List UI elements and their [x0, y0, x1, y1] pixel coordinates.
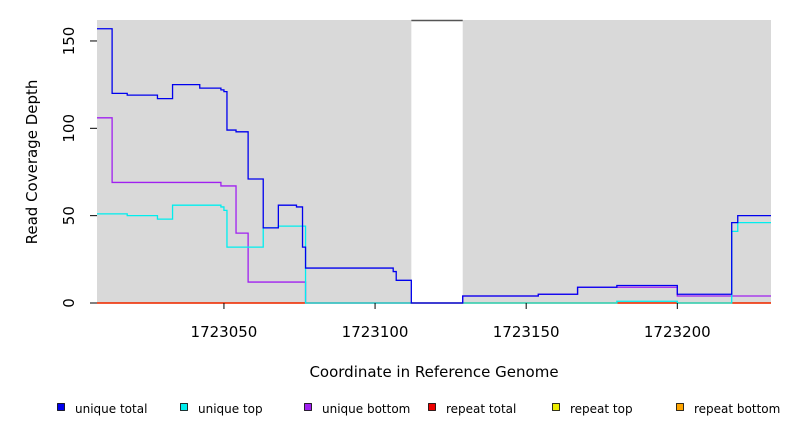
y-axis-label: Read Coverage Depth: [23, 80, 41, 245]
legend-label: unique top: [198, 402, 263, 416]
legend-label: unique bottom: [322, 402, 410, 416]
legend-swatch: [428, 403, 436, 411]
legend-label: unique total: [75, 402, 147, 416]
y-tick-label: 0: [60, 298, 78, 308]
y-tick-label: 50: [60, 206, 78, 225]
x-axis: 1723050 1723100 1723150 1723200: [191, 303, 711, 341]
legend-swatch: [304, 403, 312, 411]
y-tick-label: 150: [60, 27, 78, 56]
x-tick-label: 1723050: [191, 323, 258, 341]
legend-swatch: [676, 403, 684, 411]
x-tick-label: 1723200: [644, 323, 711, 341]
x-tick-label: 1723100: [342, 323, 409, 341]
legend: unique total unique top unique bottom repea…: [57, 402, 780, 416]
legend-label: repeat total: [446, 402, 516, 416]
legend-swatch: [57, 403, 65, 411]
y-tick-label: 100: [60, 114, 78, 143]
legend-label: repeat top: [570, 402, 633, 416]
gap-region: [411, 20, 463, 303]
x-axis-label: Coordinate in Reference Genome: [309, 363, 558, 381]
series-layer: [97, 28, 771, 304]
series-line-unique-total: [97, 28, 771, 304]
y-axis: 0 50 100 150: [60, 27, 97, 308]
legend-swatch: [552, 403, 560, 411]
x-tick-label: 1723150: [493, 323, 560, 341]
legend-swatch: [180, 403, 188, 411]
legend-label: repeat bottom: [694, 402, 780, 416]
